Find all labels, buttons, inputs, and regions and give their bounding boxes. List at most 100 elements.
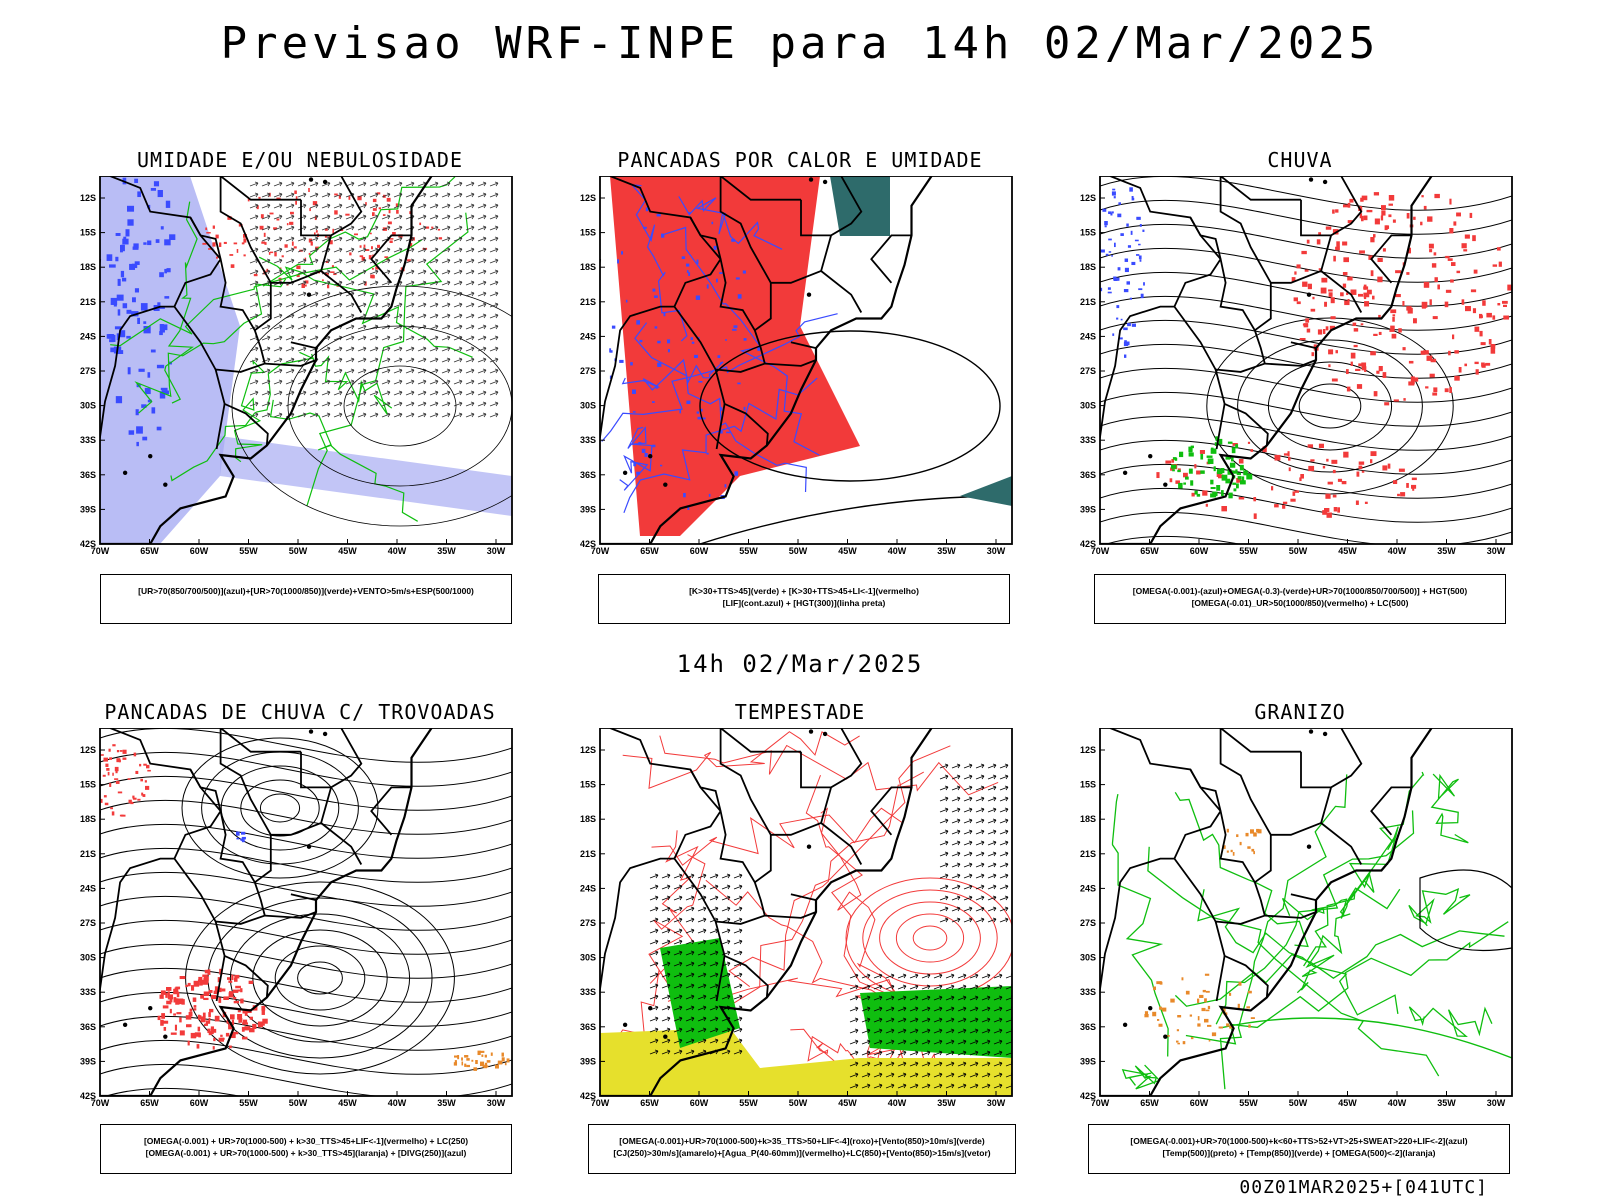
lat-label: 21S	[80, 297, 96, 307]
storm-area	[107, 771, 110, 776]
wind-vector	[393, 214, 403, 220]
wind-vector	[963, 851, 973, 857]
border-line	[290, 893, 317, 901]
wind-vector	[909, 984, 919, 990]
wind-vector	[951, 851, 961, 857]
wind-vector	[685, 884, 695, 890]
wind-vector	[957, 973, 967, 979]
rain-area-blue	[1104, 221, 1108, 226]
humidity-dot	[137, 191, 141, 198]
rain-area-blue	[1111, 255, 1113, 257]
hgt-contour	[699, 495, 1012, 544]
wind-vector	[981, 1050, 991, 1056]
lat-label: 39S	[80, 504, 96, 514]
wind-vector	[381, 357, 391, 363]
lat-label: 33S	[1080, 435, 1096, 445]
wind-vector	[969, 973, 979, 979]
rain-area	[1335, 350, 1338, 354]
lake-mark	[663, 482, 668, 487]
storm-area	[167, 991, 170, 995]
wind-vector	[261, 335, 271, 341]
storm-area	[176, 1012, 182, 1015]
wind-vector	[417, 401, 427, 407]
wind-vector	[321, 357, 331, 363]
border-line	[300, 199, 332, 237]
water-contour	[845, 877, 1012, 999]
streamline	[100, 799, 512, 835]
border-line	[673, 858, 717, 922]
border-line	[820, 270, 863, 313]
lif-contour	[601, 313, 838, 442]
wind-vector	[649, 906, 659, 912]
lif-contour	[623, 377, 818, 514]
wind-vector	[685, 950, 695, 956]
wind-vector	[477, 412, 487, 418]
wind-vector	[975, 774, 985, 780]
rain-area-green	[1231, 457, 1234, 462]
wind-vector	[987, 884, 997, 890]
wind-vector	[441, 181, 451, 187]
wind-vector	[249, 302, 259, 308]
lake-mark	[806, 292, 812, 297]
contour-fragment	[219, 242, 222, 247]
omega-area	[1218, 1026, 1223, 1029]
wind-vector	[441, 192, 451, 198]
lif-contour	[630, 184, 688, 342]
wind-vector	[999, 873, 1009, 879]
wind-vector	[981, 1083, 991, 1089]
wind-vector	[465, 225, 475, 231]
wind-vector	[405, 390, 415, 396]
storm-area	[186, 1024, 192, 1028]
rain-area	[1406, 272, 1410, 275]
lat-label: 39S	[80, 1056, 96, 1066]
border-line	[754, 834, 772, 884]
wind-vector	[273, 401, 283, 407]
contour-fragment	[424, 226, 430, 229]
wind-vector	[999, 807, 1009, 813]
wind-vector	[489, 181, 499, 187]
contour-fragment	[261, 241, 266, 244]
wind-vector	[969, 1061, 979, 1067]
orange-area	[471, 1059, 474, 1062]
rain-area	[1364, 301, 1370, 307]
wind-vector	[963, 895, 973, 901]
storm-area	[208, 1012, 211, 1017]
storm-area	[249, 1016, 253, 1020]
rain-area	[1486, 312, 1492, 318]
wind-vector	[309, 302, 319, 308]
rain-area	[1313, 344, 1317, 350]
rain-area	[1464, 363, 1468, 367]
contour-fragment	[303, 284, 307, 287]
lif-contour	[660, 464, 663, 467]
wind-vector	[261, 192, 271, 198]
streamline	[100, 871, 512, 907]
lat-label: 30S	[1080, 953, 1096, 963]
orange-area	[457, 1055, 460, 1060]
humidity-dot	[120, 330, 126, 338]
wind-vector	[441, 357, 451, 363]
contour-fragment	[371, 246, 373, 250]
rain-area-green	[1225, 456, 1231, 460]
rain-area	[1310, 459, 1315, 462]
storm-area	[159, 994, 164, 999]
rain-area	[1347, 202, 1351, 208]
lon-label: 45W	[1338, 1098, 1357, 1108]
storm-area	[108, 748, 111, 752]
lat-label: 24S	[80, 883, 96, 893]
contour-fragment	[230, 264, 235, 268]
rain-area	[1300, 474, 1304, 479]
wind-vector	[345, 379, 355, 385]
wind-vector	[649, 1027, 659, 1033]
contour-fragment	[315, 230, 318, 233]
wind-vector	[273, 181, 283, 187]
humidity-dot	[153, 181, 160, 187]
lif-contour	[719, 272, 723, 274]
rain-area	[1366, 209, 1373, 213]
rain-area	[1381, 210, 1386, 216]
wind-vector	[721, 928, 731, 934]
rain-area	[1288, 456, 1291, 461]
humidity-dot	[164, 296, 170, 299]
contour-fragment	[334, 210, 338, 215]
wind-vector	[733, 928, 743, 934]
wind-vector	[975, 884, 985, 890]
